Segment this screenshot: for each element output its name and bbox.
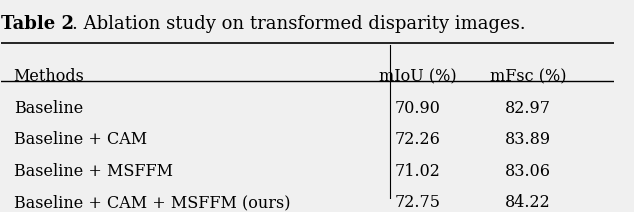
Text: 70.90: 70.90 [395, 99, 441, 117]
Text: Baseline + MSFFM: Baseline + MSFFM [14, 163, 172, 180]
Text: 72.26: 72.26 [395, 131, 441, 148]
Text: mIoU (%): mIoU (%) [379, 68, 456, 85]
Text: 84.22: 84.22 [505, 194, 551, 211]
Text: . Ablation study on transformed disparity images.: . Ablation study on transformed disparit… [72, 15, 526, 33]
Text: Baseline: Baseline [14, 99, 83, 117]
Text: Methods: Methods [14, 68, 84, 85]
Text: Baseline + CAM + MSFFM (ours): Baseline + CAM + MSFFM (ours) [14, 194, 290, 211]
Text: 82.97: 82.97 [505, 99, 551, 117]
Text: 83.06: 83.06 [505, 163, 551, 180]
Text: 83.89: 83.89 [505, 131, 551, 148]
Text: 71.02: 71.02 [395, 163, 441, 180]
Text: mFsc (%): mFsc (%) [490, 68, 566, 85]
Text: 72.75: 72.75 [395, 194, 441, 211]
Text: Table 2: Table 2 [1, 15, 74, 33]
Text: Baseline + CAM: Baseline + CAM [14, 131, 146, 148]
